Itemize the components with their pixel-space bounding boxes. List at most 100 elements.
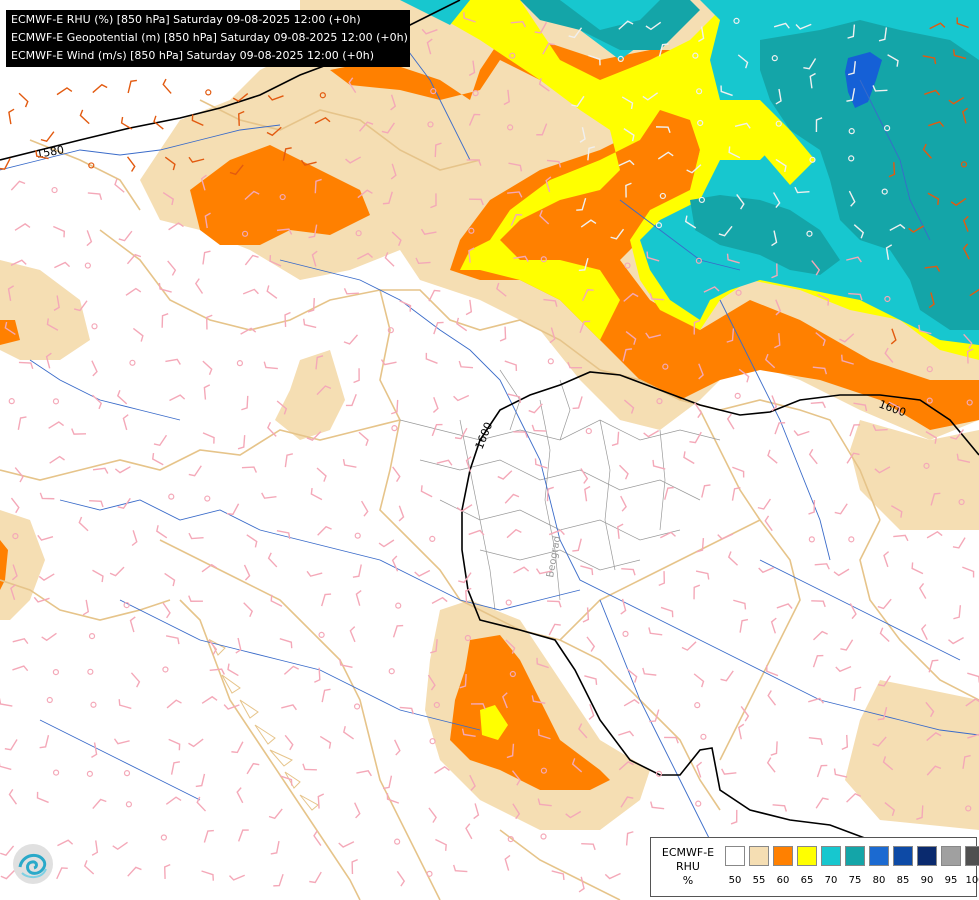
legend-tick-label: 55	[752, 875, 766, 886]
legend-tick-label: 60	[776, 875, 790, 886]
wind-barb	[833, 768, 848, 778]
wind-barb	[730, 809, 738, 825]
wind-barb	[266, 285, 278, 299]
wind-barb	[888, 162, 896, 178]
wind-barb	[884, 802, 896, 817]
wind-barb	[734, 122, 751, 129]
wind-barb	[883, 551, 890, 568]
wind-barb	[354, 802, 361, 819]
wind-barb	[738, 723, 745, 740]
wind-barb	[246, 534, 258, 548]
wind-barb	[435, 838, 447, 851]
wind-barb	[878, 27, 888, 42]
wind-barb	[56, 867, 68, 880]
wind-barb	[357, 189, 373, 199]
wind-barb	[458, 572, 472, 584]
wind-barb	[660, 531, 676, 539]
wind-barb	[703, 286, 720, 293]
wind-barb	[847, 24, 856, 39]
wind-barb	[86, 770, 93, 777]
wind-barb	[618, 761, 634, 771]
wind-barb	[775, 158, 787, 172]
wind-barb	[771, 55, 778, 62]
wind-barb	[306, 431, 322, 441]
region-border	[419, 459, 701, 501]
wind-barb	[153, 115, 164, 130]
wind-barb	[316, 467, 327, 482]
wind-barb	[279, 775, 293, 786]
wind-barb	[316, 385, 332, 396]
wind-barb	[33, 596, 50, 603]
wind-barb	[962, 243, 970, 260]
island-outline	[221, 674, 241, 694]
wind-barb	[414, 569, 431, 577]
wind-barb	[125, 287, 142, 296]
wind-barb	[551, 870, 565, 881]
wind-barb	[126, 156, 136, 172]
wind-barb	[162, 666, 169, 673]
wind-barb	[273, 873, 284, 887]
wind-barb	[504, 360, 518, 371]
wind-barb	[764, 515, 773, 532]
wind-barb	[956, 453, 971, 463]
wind-barb	[662, 363, 669, 370]
wind-barb	[718, 225, 733, 237]
wind-barb	[621, 568, 636, 576]
wind-barb	[588, 703, 595, 720]
wind-barb	[604, 872, 621, 880]
wind-barb	[167, 260, 177, 276]
wind-barb	[735, 289, 742, 296]
wind-barb	[201, 870, 215, 881]
wind-barb	[952, 49, 967, 60]
wind-barb	[648, 627, 663, 636]
wind-barb	[930, 492, 941, 506]
wind-barb	[739, 618, 749, 633]
wind-barb	[0, 158, 11, 170]
wind-barb	[694, 702, 701, 709]
humidity-area-60	[0, 540, 8, 590]
wind-barb	[969, 288, 979, 297]
wind-barb	[399, 300, 412, 312]
wind-barb	[203, 384, 211, 400]
wind-barb	[238, 110, 245, 126]
wind-barb	[35, 150, 49, 160]
wind-barb	[496, 282, 507, 297]
wind-barb	[431, 423, 443, 437]
wind-barb	[321, 688, 331, 703]
wind-barb	[458, 360, 474, 369]
wind-barb	[774, 333, 781, 349]
wind-barb	[427, 674, 436, 691]
wind-barb	[874, 466, 891, 474]
wind-barb	[726, 413, 735, 430]
wind-barb	[114, 466, 131, 474]
wind-barb	[547, 358, 554, 365]
wind-barb	[122, 414, 129, 431]
wind-barb	[497, 470, 513, 480]
wind-barb	[953, 605, 962, 620]
humidity-area-55	[0, 260, 90, 360]
wind-barb	[572, 538, 582, 552]
wind-barb	[810, 401, 826, 409]
wind-barb	[391, 231, 402, 247]
wind-barb	[960, 161, 968, 168]
wind-barb	[617, 55, 624, 62]
wind-barb	[877, 598, 892, 610]
wind-barb	[618, 20, 634, 30]
wind-barb	[90, 701, 97, 708]
wind-barb	[767, 690, 777, 706]
wind-barb	[235, 637, 242, 654]
wind-barb	[698, 196, 705, 204]
wind-barb	[693, 673, 705, 688]
wind-barb	[161, 313, 169, 328]
legend-tick-label: 50	[728, 875, 742, 886]
river	[59, 499, 581, 611]
wind-barb	[339, 658, 353, 669]
wind-barb	[508, 162, 523, 172]
country-border	[29, 139, 141, 211]
wind-barb	[309, 871, 322, 884]
wind-barb	[267, 421, 277, 437]
wind-barb	[201, 695, 218, 704]
wind-barb	[10, 497, 20, 514]
wind-barb	[834, 503, 848, 515]
